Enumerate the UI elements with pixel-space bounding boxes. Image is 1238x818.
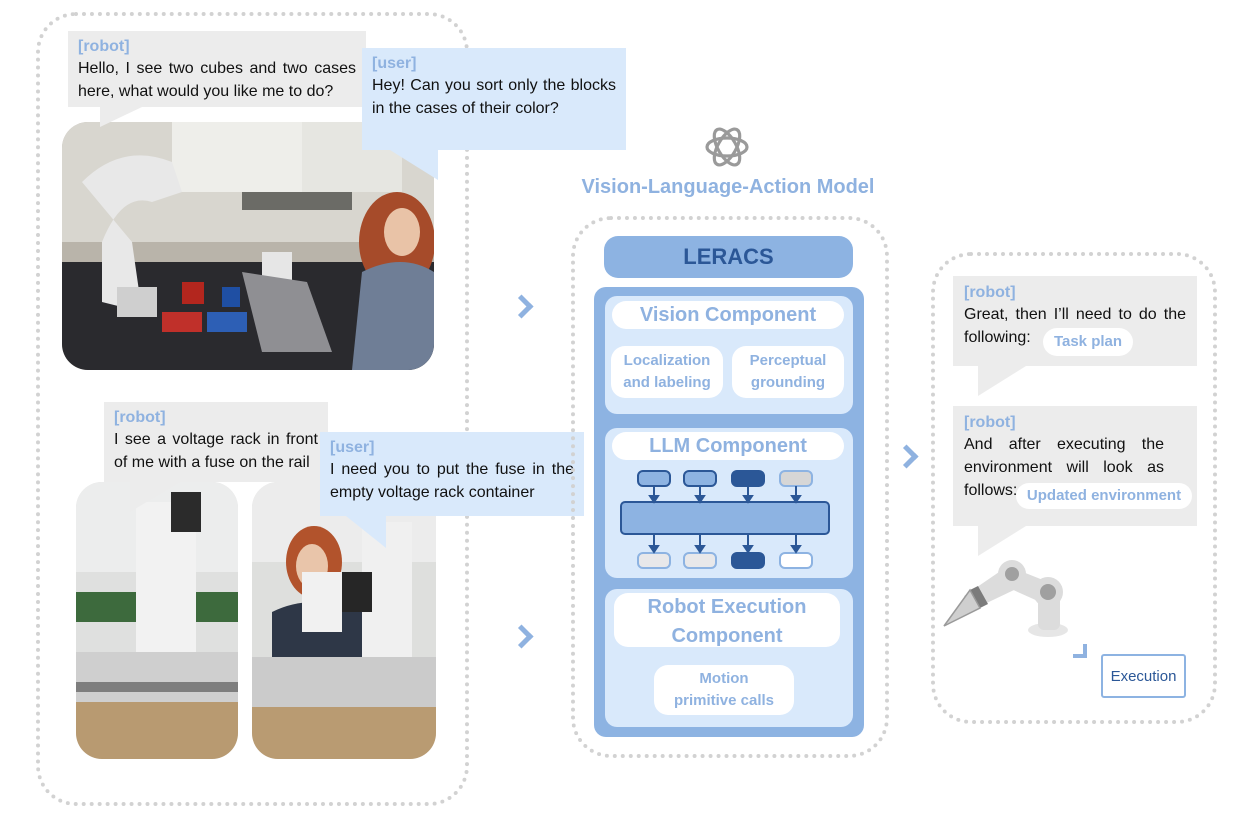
- robot-arm-icon: [942, 552, 1072, 638]
- speaker-label: [user]: [330, 439, 375, 456]
- user-message-2: [user] I need you to put the fuse in the…: [320, 432, 584, 516]
- llm-component-title: LLM Component: [612, 432, 844, 460]
- chevron-right-icon: [509, 624, 534, 649]
- updated-environment-pill: Updated environment: [1016, 483, 1192, 509]
- speaker-label: [user]: [372, 55, 417, 72]
- openai-logo-icon: [702, 122, 752, 172]
- message-text: I see a voltage rack in front of me with…: [114, 431, 318, 471]
- localization-labeling-pill: Localization and labeling: [611, 346, 723, 398]
- bubble-tail: [130, 482, 180, 512]
- perceptual-grounding-pill: Perceptual grounding: [732, 346, 844, 398]
- motion-primitive-calls-pill: Motion primitive calls: [654, 665, 794, 715]
- message-text: Hey! Can you sort only the blocks in the…: [372, 77, 616, 117]
- user-message-1: [user] Hey! Can you sort only the blocks…: [362, 48, 626, 150]
- bubble-tail: [978, 526, 1026, 556]
- speaker-label: [robot]: [78, 38, 130, 55]
- message-text: And after executing the environment will…: [964, 436, 1164, 499]
- speaker-label: [robot]: [964, 414, 1016, 431]
- bubble-tail: [390, 150, 438, 180]
- chevron-right-icon: [509, 294, 534, 319]
- robot-rack-photo-right: [252, 482, 436, 759]
- center-panel-border: [571, 216, 889, 758]
- chevron-down-right-icon: [1073, 644, 1087, 658]
- robot-rack-photo-left: [76, 482, 238, 759]
- llm-architecture-icon: [612, 466, 846, 574]
- vision-component-title: Vision Component: [612, 301, 844, 329]
- speaker-label: [robot]: [964, 284, 1016, 301]
- leracs-label: LERACS: [683, 244, 774, 269]
- chevron-right-icon: [894, 444, 919, 469]
- speaker-label: [robot]: [114, 409, 166, 426]
- message-text: Hello, I see two cubes and two cases her…: [78, 60, 356, 100]
- right-panel-border: [931, 252, 1217, 724]
- bubble-tail: [346, 516, 386, 548]
- execution-label: Execution: [1110, 667, 1177, 685]
- bubble-tail: [978, 366, 1026, 396]
- message-text: Great, then I’ll need to do the followin…: [964, 306, 1186, 346]
- task-plan-pill: Task plan: [1043, 328, 1133, 356]
- robot-message-1: [robot] Hello, I see two cubes and two c…: [68, 31, 366, 107]
- robot-message-2: [robot] I see a voltage rack in front of…: [104, 402, 328, 482]
- model-title: Vision-Language-Action Model: [581, 176, 875, 198]
- message-text: I need you to put the fuse in the empty …: [330, 461, 574, 501]
- leracs-header: LERACS: [604, 236, 853, 278]
- robot-message-4: [robot] And after executing the environm…: [953, 406, 1197, 526]
- bubble-tail: [100, 107, 142, 127]
- robot-sorting-photo: [62, 122, 434, 370]
- left-panel-border: [36, 12, 469, 806]
- robot-execution-component-title: Robot Execution Component: [614, 593, 840, 647]
- execution-box: Execution: [1101, 654, 1186, 698]
